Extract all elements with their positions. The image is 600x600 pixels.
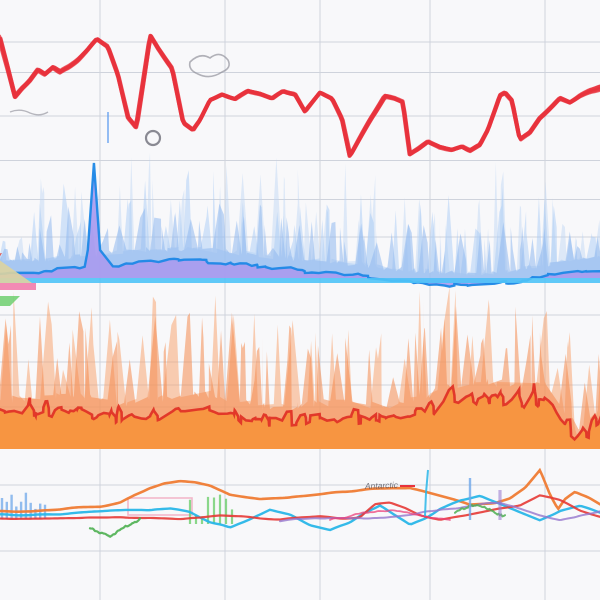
svg-text:Antarctic: Antarctic	[364, 480, 399, 491]
